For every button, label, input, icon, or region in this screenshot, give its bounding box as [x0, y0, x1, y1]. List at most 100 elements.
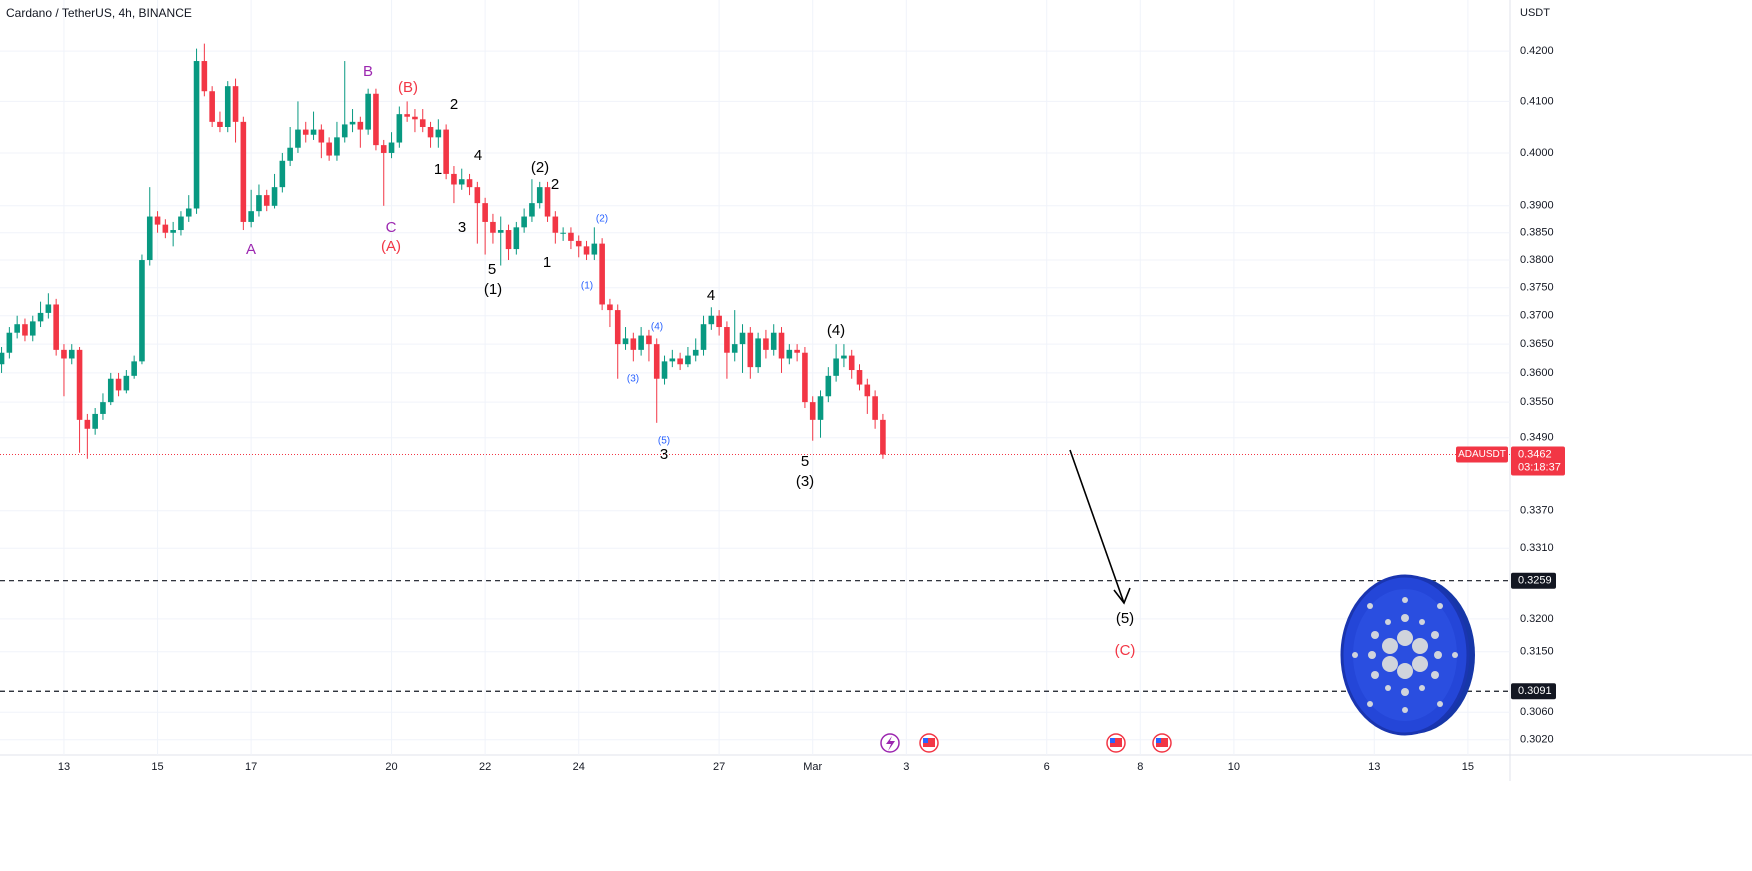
- candle-body: [529, 203, 535, 217]
- wave-label: (4): [827, 322, 845, 339]
- candle-body: [45, 304, 52, 313]
- candle-body: [14, 324, 20, 333]
- x-tick-label: 15: [1462, 761, 1474, 773]
- candle-body: [692, 349, 699, 356]
- candle-body: [287, 147, 293, 161]
- candle-body: [856, 370, 863, 385]
- x-tick-label: 27: [713, 761, 725, 773]
- candle-body: [388, 142, 395, 153]
- candle-body: [474, 187, 481, 204]
- candle-body: [68, 349, 75, 359]
- wave-label: (2): [531, 159, 549, 176]
- candle-body: [162, 224, 169, 233]
- wave-label: 3: [458, 219, 466, 236]
- wave-label: 5: [488, 261, 496, 278]
- candle-body: [770, 332, 777, 350]
- candle-body: [271, 187, 278, 206]
- candle-body: [396, 114, 403, 143]
- candle-body: [731, 344, 738, 353]
- y-tick-label: 0.4000: [1520, 147, 1554, 159]
- candle-body: [466, 179, 473, 188]
- candle-body: [864, 384, 871, 397]
- candle-body: [568, 232, 574, 241]
- candle-body: [716, 315, 722, 328]
- candle-body: [61, 349, 67, 359]
- candle-body: [536, 187, 543, 204]
- x-tick-label: 8: [1137, 761, 1143, 773]
- candle-body: [318, 129, 325, 143]
- candle-body: [482, 203, 488, 222]
- candle-body: [295, 129, 301, 148]
- wave-label: (C): [1115, 642, 1136, 659]
- candle-body: [778, 332, 785, 359]
- candle-body: [575, 240, 582, 247]
- candle-body: [334, 137, 340, 156]
- wave-label: 4: [474, 147, 482, 164]
- candle-body: [685, 355, 691, 365]
- candle-body: [505, 230, 512, 250]
- wave-label: (3): [796, 473, 814, 490]
- candle-body: [310, 129, 317, 135]
- candle-body: [341, 124, 348, 138]
- candle-body: [630, 338, 637, 350]
- candle-body: [848, 355, 855, 371]
- candle-body: [380, 145, 387, 153]
- candle-body: [76, 349, 83, 420]
- candle-body: [786, 349, 793, 359]
- x-tick-label: 13: [58, 761, 70, 773]
- candle-body: [497, 230, 504, 233]
- candle-body: [0, 352, 5, 365]
- candle-body: [326, 142, 332, 156]
- wave-label: 2: [450, 96, 458, 113]
- candle-body: [92, 413, 98, 429]
- candle-body: [419, 119, 426, 128]
- candle-body: [154, 216, 161, 225]
- level-tag: [1511, 683, 1556, 700]
- wave-label: 1: [434, 161, 442, 178]
- x-tick-label: 10: [1228, 761, 1240, 773]
- candle-body: [107, 378, 114, 403]
- candle-body: [224, 86, 231, 128]
- symbol-label: ADAUSDT: [1458, 449, 1506, 460]
- candle-body: [653, 344, 660, 379]
- currency-label: USDT: [1520, 7, 1550, 19]
- candle-body: [677, 358, 683, 365]
- candle-body: [809, 402, 816, 420]
- candle-body: [560, 232, 566, 234]
- last-price-label: 0.3462: [1518, 448, 1552, 460]
- candle-body: [100, 402, 106, 414]
- candle-body: [240, 121, 247, 222]
- overlays: 0.4200 0.4100 0.4000 0.3900 0.3850 0.3800 0.37…: [0, 45, 1565, 773]
- candle-body: [217, 121, 223, 128]
- candle-body: [552, 216, 559, 233]
- candle-body: [201, 61, 208, 92]
- x-tick-label: 20: [385, 761, 397, 773]
- candle-body: [248, 211, 254, 222]
- candle-body: [29, 321, 36, 336]
- candle-body: [817, 396, 824, 420]
- candle-body: [669, 358, 676, 362]
- candle-body: [170, 230, 176, 233]
- candle-body: [700, 324, 707, 350]
- candle-body: [84, 419, 91, 429]
- candle-body: [747, 332, 754, 368]
- candle-body: [614, 310, 621, 345]
- y-tick-label: 0.4100: [1520, 95, 1554, 107]
- candle-body: [599, 243, 605, 305]
- candle-body: [256, 195, 262, 212]
- candle-body: [583, 246, 590, 255]
- candle-body: [763, 338, 769, 350]
- y-tick-label: 0.3550: [1520, 396, 1554, 408]
- countdown-label: 03:18:37: [1518, 461, 1561, 473]
- wave-label: (3): [627, 374, 639, 385]
- candle-body: [302, 129, 309, 135]
- candle-body: [638, 335, 644, 350]
- candle-body: [591, 243, 598, 255]
- candle-body: [232, 86, 239, 122]
- candle-body: [365, 93, 371, 130]
- candle-body: [185, 208, 192, 217]
- wave-label: 5: [801, 453, 809, 470]
- wave-label: (1): [484, 281, 502, 298]
- candle-body: [490, 221, 496, 233]
- y-tick-label: 0.4200: [1520, 45, 1554, 57]
